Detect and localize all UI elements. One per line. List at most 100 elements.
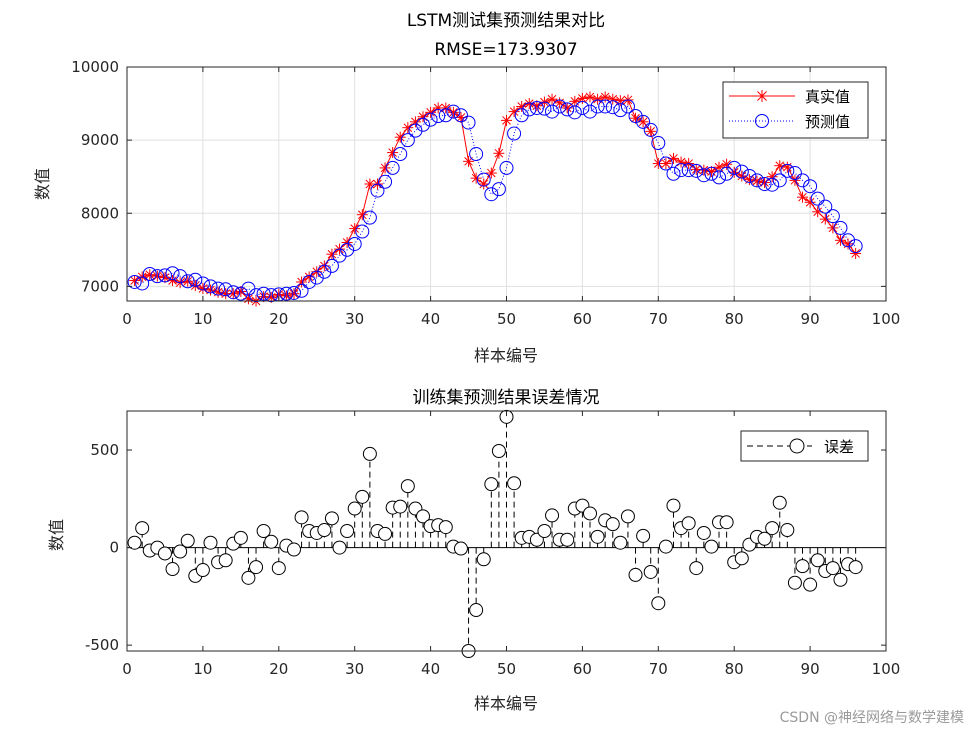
predicted-point [370, 183, 385, 198]
predicted-point [712, 170, 727, 185]
top-x-tick-label: 80 [725, 310, 744, 328]
legend-predicted-label: 预测值 [805, 113, 850, 131]
predicted-point [340, 242, 355, 257]
predicted-point [803, 179, 818, 194]
error-point [810, 553, 825, 568]
top-y-tick-label: 7000 [81, 277, 119, 295]
bottom-x-tick-label: 80 [725, 660, 744, 678]
bottom-x-tick-label: 30 [345, 660, 364, 678]
predicted-point [689, 163, 704, 178]
error-point [324, 511, 339, 526]
top-y-axis-label: 数值 [33, 168, 52, 200]
actual-point [607, 93, 619, 105]
predicted-point [537, 101, 552, 116]
error-point [393, 499, 408, 514]
bottom-x-tick-label: 60 [573, 660, 592, 678]
error-point [582, 506, 597, 521]
predicted-point [127, 274, 142, 289]
error-point [651, 596, 666, 611]
error-point [135, 521, 150, 536]
actual-point [751, 175, 763, 187]
bottom-x-tick-label: 10 [193, 660, 212, 678]
predicted-point [476, 172, 491, 187]
predicted-point [567, 105, 582, 120]
actual-point [508, 106, 520, 118]
bottom-y-axis-label: 数值 [47, 519, 66, 551]
actual-point [189, 280, 201, 292]
predicted-point [150, 269, 165, 284]
predicted-point [636, 114, 651, 129]
actual-point [349, 223, 361, 235]
predicted-point [491, 182, 506, 197]
actual-point [592, 93, 604, 105]
error-point [757, 531, 772, 546]
predicted-point [780, 163, 795, 178]
actual-point [569, 95, 581, 107]
predicted-point [309, 270, 324, 285]
error-point [264, 534, 279, 549]
actual-point [842, 238, 854, 250]
error-point [294, 510, 309, 525]
error-point [734, 551, 749, 566]
error-point [249, 560, 264, 575]
predicted-point [142, 266, 157, 281]
bottom-x-tick-label: 50 [497, 660, 516, 678]
predicted-point [620, 99, 635, 114]
top-y-tick-label: 10000 [71, 58, 119, 76]
error-point [613, 535, 628, 550]
predicted-point [734, 164, 749, 179]
predicted-point [408, 123, 423, 138]
error-point [195, 563, 210, 578]
actual-point [501, 114, 512, 126]
error-point [241, 570, 256, 585]
bottom-x-tick-label: 20 [269, 660, 288, 678]
error-point [378, 526, 393, 541]
bottom-x-tick-label: 100 [872, 660, 901, 678]
bottom-legend: 误差 [740, 430, 869, 462]
error-point [484, 477, 499, 492]
error-point [719, 515, 734, 530]
actual-point [440, 102, 452, 114]
actual-point [645, 125, 657, 137]
predicted-point [499, 160, 514, 175]
top-y-tick-label: 8000 [81, 204, 119, 222]
error-point [157, 546, 172, 561]
predicted-point [575, 100, 590, 115]
top-legend: 真实值 预测值 [722, 81, 869, 139]
error-point [476, 552, 491, 567]
error-point [499, 409, 514, 424]
legend-error-label: 误差 [824, 438, 854, 456]
predicted-point [651, 136, 666, 151]
predicted-point [324, 258, 339, 273]
error-point [355, 489, 370, 504]
predicted-point [825, 209, 840, 224]
actual-point [485, 167, 497, 179]
predicted-point [749, 173, 764, 188]
predicted-point [264, 288, 279, 303]
predicted-point [355, 224, 370, 239]
actual-point [288, 288, 300, 300]
actual-point [470, 172, 482, 184]
predicted-point [765, 177, 780, 192]
predicted-point [598, 99, 613, 114]
watermark: CSDN @神经网络与数学建模 [780, 710, 964, 726]
error-point [666, 498, 681, 513]
error-point [438, 520, 453, 535]
predicted-point [507, 126, 522, 141]
predicted-point [173, 269, 188, 284]
predicted-point [332, 248, 347, 263]
actual-point [447, 106, 459, 118]
predicted-point [643, 122, 658, 137]
predicted-point [742, 168, 757, 183]
actual-point [850, 247, 862, 259]
predicted-point [582, 104, 597, 119]
predicted-point [286, 285, 301, 300]
top-chart: 0 10 20 30 40 50 60 70 80 90 10070008000900010000 … [33, 11, 900, 365]
error-point [529, 532, 544, 547]
predicted-point [833, 220, 848, 235]
predicted-point [719, 166, 734, 181]
error-point [286, 542, 301, 557]
actual-point [728, 166, 740, 178]
predicted-point [810, 191, 825, 206]
